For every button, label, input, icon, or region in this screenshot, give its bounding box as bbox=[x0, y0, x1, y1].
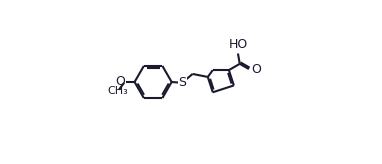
Text: HO: HO bbox=[228, 38, 248, 51]
Text: O: O bbox=[115, 75, 125, 89]
Text: S: S bbox=[178, 76, 186, 89]
Text: O: O bbox=[251, 62, 261, 76]
Text: CH₃: CH₃ bbox=[107, 86, 128, 96]
